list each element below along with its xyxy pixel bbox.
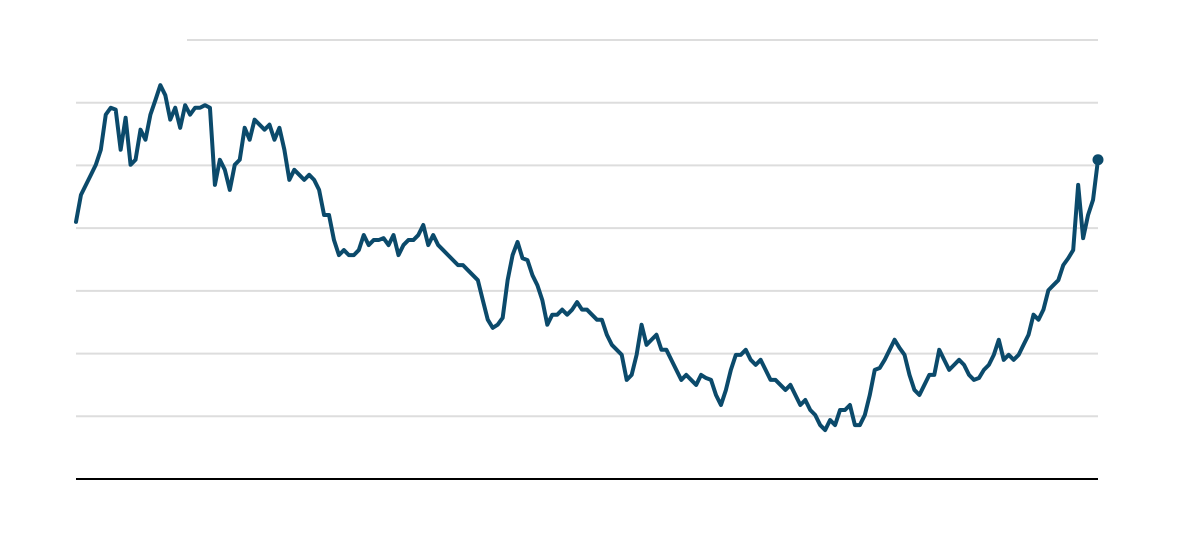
end-point [1092,154,1104,166]
data-line [74,83,1100,433]
